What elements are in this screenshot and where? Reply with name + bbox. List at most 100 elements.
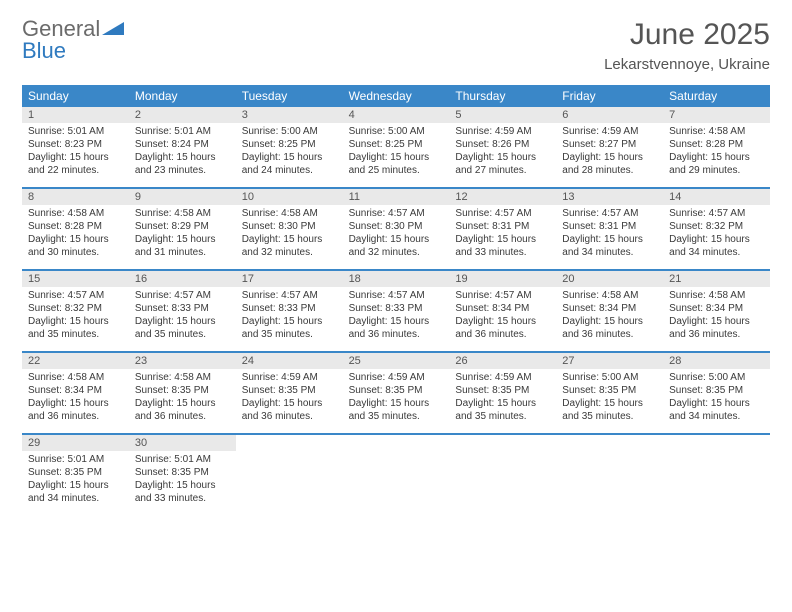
empty-day-number	[663, 435, 770, 451]
sunrise-line: Sunrise: 4:58 AM	[242, 207, 337, 220]
day-data: Sunrise: 4:57 AMSunset: 8:32 PMDaylight:…	[22, 287, 129, 345]
sunrise-line: Sunrise: 4:57 AM	[669, 207, 764, 220]
day-data: Sunrise: 4:59 AMSunset: 8:35 PMDaylight:…	[449, 369, 556, 427]
sunset-line: Sunset: 8:35 PM	[135, 466, 230, 479]
sunset-line: Sunset: 8:34 PM	[669, 302, 764, 315]
day-number: 29	[22, 435, 129, 451]
sunrise-line: Sunrise: 4:58 AM	[669, 289, 764, 302]
day-data: Sunrise: 4:57 AMSunset: 8:32 PMDaylight:…	[663, 205, 770, 263]
day-data: Sunrise: 4:58 AMSunset: 8:34 PMDaylight:…	[556, 287, 663, 345]
daylight-line: Daylight: 15 hours and 29 minutes.	[669, 151, 764, 177]
sunrise-line: Sunrise: 4:57 AM	[135, 289, 230, 302]
sunrise-line: Sunrise: 4:57 AM	[455, 289, 550, 302]
daylight-line: Daylight: 15 hours and 36 minutes.	[562, 315, 657, 341]
sunset-line: Sunset: 8:33 PM	[242, 302, 337, 315]
daylight-line: Daylight: 15 hours and 35 minutes.	[242, 315, 337, 341]
sunrise-line: Sunrise: 4:57 AM	[28, 289, 123, 302]
daylight-line: Daylight: 15 hours and 36 minutes.	[28, 397, 123, 423]
day-data: Sunrise: 4:59 AMSunset: 8:26 PMDaylight:…	[449, 123, 556, 181]
empty-day-data	[556, 451, 663, 509]
day-number: 28	[663, 353, 770, 369]
day-data: Sunrise: 5:01 AMSunset: 8:35 PMDaylight:…	[129, 451, 236, 509]
day-data: Sunrise: 5:00 AMSunset: 8:35 PMDaylight:…	[556, 369, 663, 427]
sunrise-line: Sunrise: 4:59 AM	[242, 371, 337, 384]
sunset-line: Sunset: 8:29 PM	[135, 220, 230, 233]
header: General Blue June 2025 Lekarstvennoye, U…	[22, 18, 770, 73]
daylight-line: Daylight: 15 hours and 35 minutes.	[135, 315, 230, 341]
sunset-line: Sunset: 8:30 PM	[242, 220, 337, 233]
day-data: Sunrise: 5:01 AMSunset: 8:24 PMDaylight:…	[129, 123, 236, 181]
day-number: 6	[556, 107, 663, 123]
daylight-line: Daylight: 15 hours and 35 minutes.	[28, 315, 123, 341]
day-data: Sunrise: 4:59 AMSunset: 8:27 PMDaylight:…	[556, 123, 663, 181]
day-number: 20	[556, 271, 663, 287]
daylight-line: Daylight: 15 hours and 31 minutes.	[135, 233, 230, 259]
day-data: Sunrise: 4:58 AMSunset: 8:28 PMDaylight:…	[22, 205, 129, 263]
sunset-line: Sunset: 8:34 PM	[562, 302, 657, 315]
sunset-line: Sunset: 8:35 PM	[669, 384, 764, 397]
sunset-line: Sunset: 8:25 PM	[349, 138, 444, 151]
day-of-week-header: Thursday	[449, 85, 556, 107]
day-data: Sunrise: 4:57 AMSunset: 8:33 PMDaylight:…	[236, 287, 343, 345]
daylight-line: Daylight: 15 hours and 36 minutes.	[349, 315, 444, 341]
day-number: 2	[129, 107, 236, 123]
day-number: 1	[22, 107, 129, 123]
sunset-line: Sunset: 8:31 PM	[562, 220, 657, 233]
day-data: Sunrise: 5:01 AMSunset: 8:23 PMDaylight:…	[22, 123, 129, 181]
logo-triangle-icon	[102, 22, 124, 36]
empty-day-data	[663, 451, 770, 509]
daylight-line: Daylight: 15 hours and 28 minutes.	[562, 151, 657, 177]
sunset-line: Sunset: 8:32 PM	[28, 302, 123, 315]
sunrise-line: Sunrise: 5:01 AM	[28, 453, 123, 466]
sunset-line: Sunset: 8:26 PM	[455, 138, 550, 151]
sunrise-line: Sunrise: 4:57 AM	[242, 289, 337, 302]
day-number: 10	[236, 189, 343, 205]
day-data: Sunrise: 4:57 AMSunset: 8:34 PMDaylight:…	[449, 287, 556, 345]
daylight-line: Daylight: 15 hours and 34 minutes.	[669, 233, 764, 259]
daylight-line: Daylight: 15 hours and 34 minutes.	[669, 397, 764, 423]
day-number: 16	[129, 271, 236, 287]
sunrise-line: Sunrise: 5:00 AM	[562, 371, 657, 384]
sunset-line: Sunset: 8:28 PM	[28, 220, 123, 233]
sunrise-line: Sunrise: 4:58 AM	[135, 371, 230, 384]
sunset-line: Sunset: 8:35 PM	[28, 466, 123, 479]
day-data: Sunrise: 4:58 AMSunset: 8:34 PMDaylight:…	[663, 287, 770, 345]
sunset-line: Sunset: 8:33 PM	[349, 302, 444, 315]
calendar-grid: SundayMondayTuesdayWednesdayThursdayFrid…	[22, 85, 770, 509]
day-number: 19	[449, 271, 556, 287]
day-data: Sunrise: 4:57 AMSunset: 8:31 PMDaylight:…	[449, 205, 556, 263]
sunset-line: Sunset: 8:28 PM	[669, 138, 764, 151]
day-number: 8	[22, 189, 129, 205]
day-data: Sunrise: 5:01 AMSunset: 8:35 PMDaylight:…	[22, 451, 129, 509]
day-data: Sunrise: 4:58 AMSunset: 8:35 PMDaylight:…	[129, 369, 236, 427]
sunset-line: Sunset: 8:24 PM	[135, 138, 230, 151]
empty-day-number	[556, 435, 663, 451]
day-number: 3	[236, 107, 343, 123]
daylight-line: Daylight: 15 hours and 36 minutes.	[242, 397, 337, 423]
sunrise-line: Sunrise: 5:00 AM	[349, 125, 444, 138]
logo-text-blue: Blue	[22, 38, 66, 63]
sunset-line: Sunset: 8:25 PM	[242, 138, 337, 151]
day-data: Sunrise: 5:00 AMSunset: 8:25 PMDaylight:…	[236, 123, 343, 181]
day-data: Sunrise: 4:58 AMSunset: 8:30 PMDaylight:…	[236, 205, 343, 263]
sunset-line: Sunset: 8:27 PM	[562, 138, 657, 151]
sunrise-line: Sunrise: 4:58 AM	[28, 371, 123, 384]
empty-day-data	[449, 451, 556, 509]
day-data: Sunrise: 4:59 AMSunset: 8:35 PMDaylight:…	[343, 369, 450, 427]
daylight-line: Daylight: 15 hours and 23 minutes.	[135, 151, 230, 177]
sunset-line: Sunset: 8:35 PM	[349, 384, 444, 397]
daylight-line: Daylight: 15 hours and 25 minutes.	[349, 151, 444, 177]
day-data: Sunrise: 5:00 AMSunset: 8:35 PMDaylight:…	[663, 369, 770, 427]
sunset-line: Sunset: 8:35 PM	[562, 384, 657, 397]
sunrise-line: Sunrise: 4:58 AM	[562, 289, 657, 302]
day-number: 9	[129, 189, 236, 205]
sunrise-line: Sunrise: 5:00 AM	[669, 371, 764, 384]
sunset-line: Sunset: 8:31 PM	[455, 220, 550, 233]
day-of-week-header: Wednesday	[343, 85, 450, 107]
empty-day-number	[449, 435, 556, 451]
empty-day-data	[343, 451, 450, 509]
empty-day-number	[236, 435, 343, 451]
sunrise-line: Sunrise: 5:01 AM	[28, 125, 123, 138]
sunset-line: Sunset: 8:35 PM	[242, 384, 337, 397]
sunrise-line: Sunrise: 4:59 AM	[562, 125, 657, 138]
